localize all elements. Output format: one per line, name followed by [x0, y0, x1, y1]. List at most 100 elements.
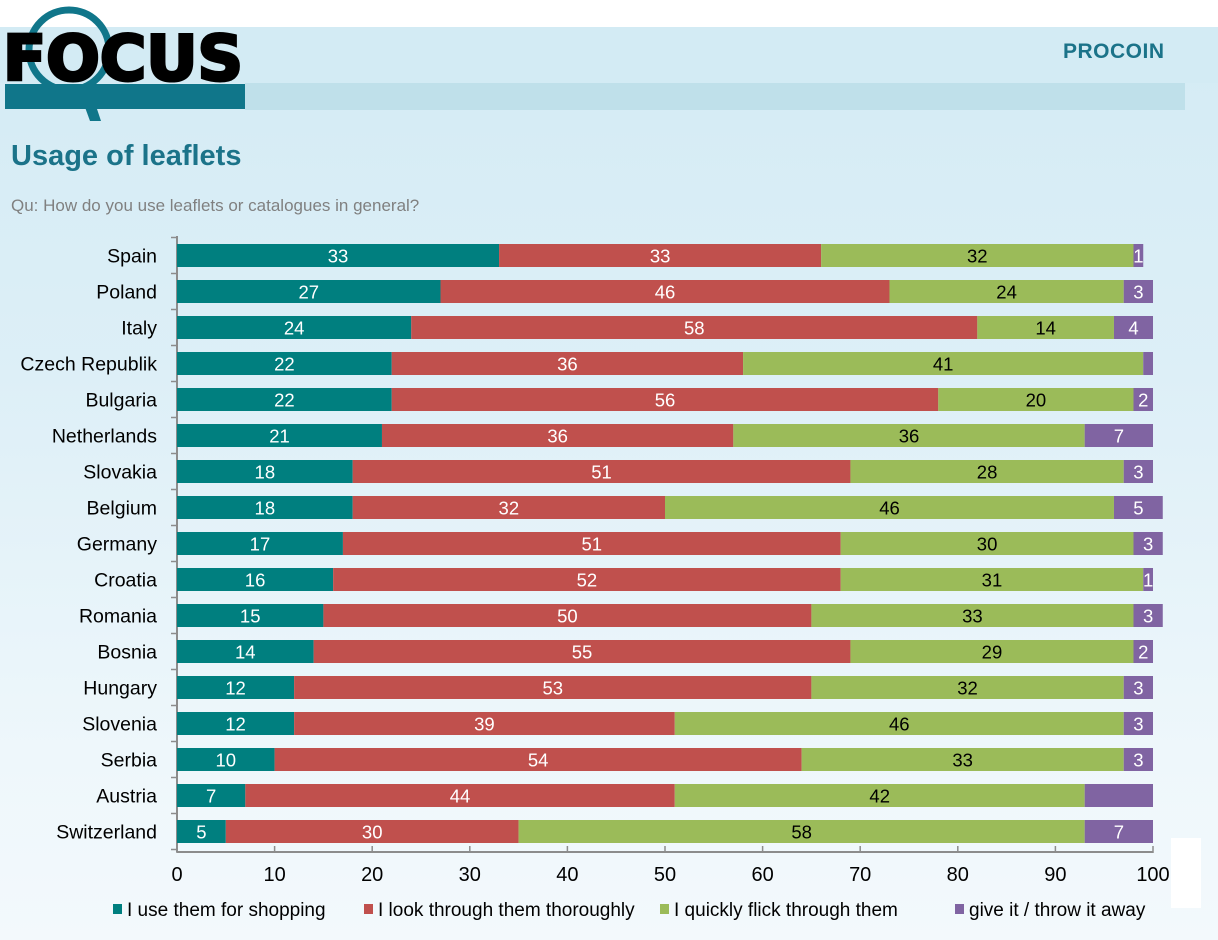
data-label: 31 — [982, 570, 1003, 591]
legend-swatch — [364, 904, 373, 914]
x-tick-label: 70 — [849, 864, 871, 886]
x-tick-label: 20 — [361, 864, 383, 886]
bar-segment — [440, 280, 890, 303]
bar-segment — [294, 712, 675, 735]
bar-segment — [177, 244, 500, 267]
legend-label: give it / throw it away — [969, 900, 1146, 921]
data-label: 24 — [996, 282, 1017, 303]
bar-segment — [850, 640, 1134, 663]
bar-segment — [411, 316, 978, 339]
bar-segment — [850, 460, 1124, 483]
data-label: 36 — [547, 426, 568, 447]
bar-segment — [391, 388, 939, 411]
bar-segment — [177, 352, 392, 375]
x-tick-label: 100 — [1136, 864, 1169, 886]
x-tick-label: 40 — [556, 864, 578, 886]
bar-segment — [518, 820, 1085, 843]
bar-segment — [811, 676, 1124, 699]
x-tick-label: 0 — [171, 864, 182, 886]
data-label: 54 — [528, 750, 549, 771]
data-label: 51 — [582, 534, 603, 555]
bar-segment — [1123, 460, 1153, 483]
data-label: 3 — [1143, 534, 1153, 555]
data-label: 5 — [196, 822, 206, 843]
data-label: 28 — [977, 462, 998, 483]
data-label: 55 — [572, 642, 593, 663]
bar-segment — [391, 352, 744, 375]
data-label: 2 — [1138, 642, 1148, 663]
category-label: Bulgaria — [85, 390, 157, 412]
bar-segment — [333, 568, 841, 591]
data-label: 21 — [269, 426, 290, 447]
category-label: Poland — [96, 282, 157, 304]
category-label: Spain — [107, 246, 157, 268]
bar-segment — [1133, 532, 1163, 555]
category-label: Slovakia — [83, 462, 157, 484]
x-tick-label: 90 — [1044, 864, 1066, 886]
data-label: 18 — [255, 498, 276, 519]
data-label: 33 — [952, 750, 973, 771]
bar-segment — [1133, 388, 1153, 411]
bar-segment — [245, 784, 675, 807]
data-label: 51 — [591, 462, 612, 483]
data-label: 20 — [1026, 390, 1047, 411]
magnifier-handle-icon — [78, 88, 101, 121]
x-tick-label: 30 — [459, 864, 481, 886]
data-label: 32 — [967, 246, 988, 267]
bar-segment — [177, 532, 343, 555]
data-label: 14 — [1035, 318, 1056, 339]
data-label: 5 — [1133, 498, 1143, 519]
focus-logo: FOCUS — [2, 6, 245, 121]
data-label: 16 — [245, 570, 266, 591]
data-label: 7 — [1114, 822, 1124, 843]
category-label: Romania — [79, 606, 157, 628]
data-label: 46 — [889, 714, 910, 735]
legend-label: I quickly flick through them — [674, 900, 898, 921]
data-label: 58 — [791, 822, 812, 843]
bar-segment — [177, 820, 226, 843]
bar-segment — [1113, 316, 1153, 339]
data-label: 12 — [225, 714, 246, 735]
logo-text: FOCUS — [3, 22, 243, 95]
category-label: Austria — [96, 786, 157, 808]
data-label: 32 — [957, 678, 978, 699]
legend-swatch — [113, 904, 122, 914]
data-label: 52 — [577, 570, 598, 591]
data-label: 46 — [879, 498, 900, 519]
data-label: 1 — [1143, 570, 1153, 591]
bar-segment — [1143, 352, 1153, 375]
data-label: 3 — [1133, 282, 1143, 303]
bar-segment — [1133, 244, 1144, 267]
data-label: 41 — [933, 354, 954, 375]
data-label: 18 — [255, 462, 276, 483]
bar-segment — [889, 280, 1124, 303]
bar-segment — [177, 748, 275, 771]
data-label: 36 — [899, 426, 920, 447]
category-label: Netherlands — [52, 426, 157, 448]
bar-segment — [977, 316, 1114, 339]
data-label: 3 — [1143, 606, 1153, 627]
bar-segment — [177, 460, 353, 483]
legend-label: I look through them thoroughly — [378, 900, 635, 921]
data-label: 7 — [206, 786, 216, 807]
bar-segment — [1123, 748, 1153, 771]
data-label: 7 — [1114, 426, 1124, 447]
bar-segment — [674, 784, 1085, 807]
bar-segment — [177, 784, 246, 807]
data-label: 42 — [869, 786, 890, 807]
bar-segment — [177, 568, 334, 591]
bar-segment — [313, 640, 851, 663]
data-label: 27 — [298, 282, 319, 303]
bar-segment — [1113, 496, 1163, 519]
bar-segment — [323, 604, 812, 627]
data-label: 36 — [557, 354, 578, 375]
bar-segment — [1084, 784, 1153, 807]
data-label: 44 — [450, 786, 471, 807]
x-tick-label: 80 — [947, 864, 969, 886]
data-label: 1 — [1133, 246, 1143, 267]
data-label: 12 — [225, 678, 246, 699]
blank-patch — [1171, 838, 1201, 908]
category-label: Germany — [77, 534, 157, 556]
data-label: 33 — [962, 606, 983, 627]
